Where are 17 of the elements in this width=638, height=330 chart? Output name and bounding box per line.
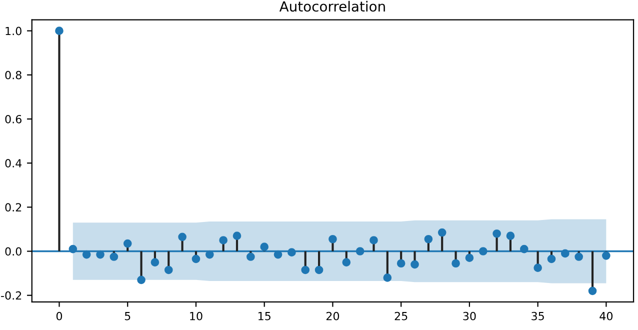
x-tick-label: 30 bbox=[463, 312, 476, 320]
y-tick-label: 0.4 bbox=[5, 159, 22, 168]
chart-title: Autocorrelation bbox=[279, 0, 385, 12]
x-tick-label: 40 bbox=[600, 312, 613, 320]
x-tick-label: 5 bbox=[124, 312, 130, 320]
y-tick-label: 0.8 bbox=[5, 70, 22, 80]
x-tick-label: 15 bbox=[258, 312, 270, 320]
y-tick-label: -0.2 bbox=[1, 291, 22, 300]
x-tick-label: 10 bbox=[190, 312, 202, 320]
y-tick-label: 0.2 bbox=[5, 203, 22, 212]
x-tick-label: 25 bbox=[394, 312, 408, 320]
x-tick-label: 20 bbox=[326, 312, 340, 320]
y-tick-label: 0.0 bbox=[5, 247, 22, 256]
x-tick-label: 0 bbox=[56, 312, 62, 320]
y-tick-label: 0.6 bbox=[5, 114, 22, 124]
x-tick-label: 35 bbox=[532, 312, 544, 320]
y-tick-label: 1.0 bbox=[6, 26, 22, 36]
